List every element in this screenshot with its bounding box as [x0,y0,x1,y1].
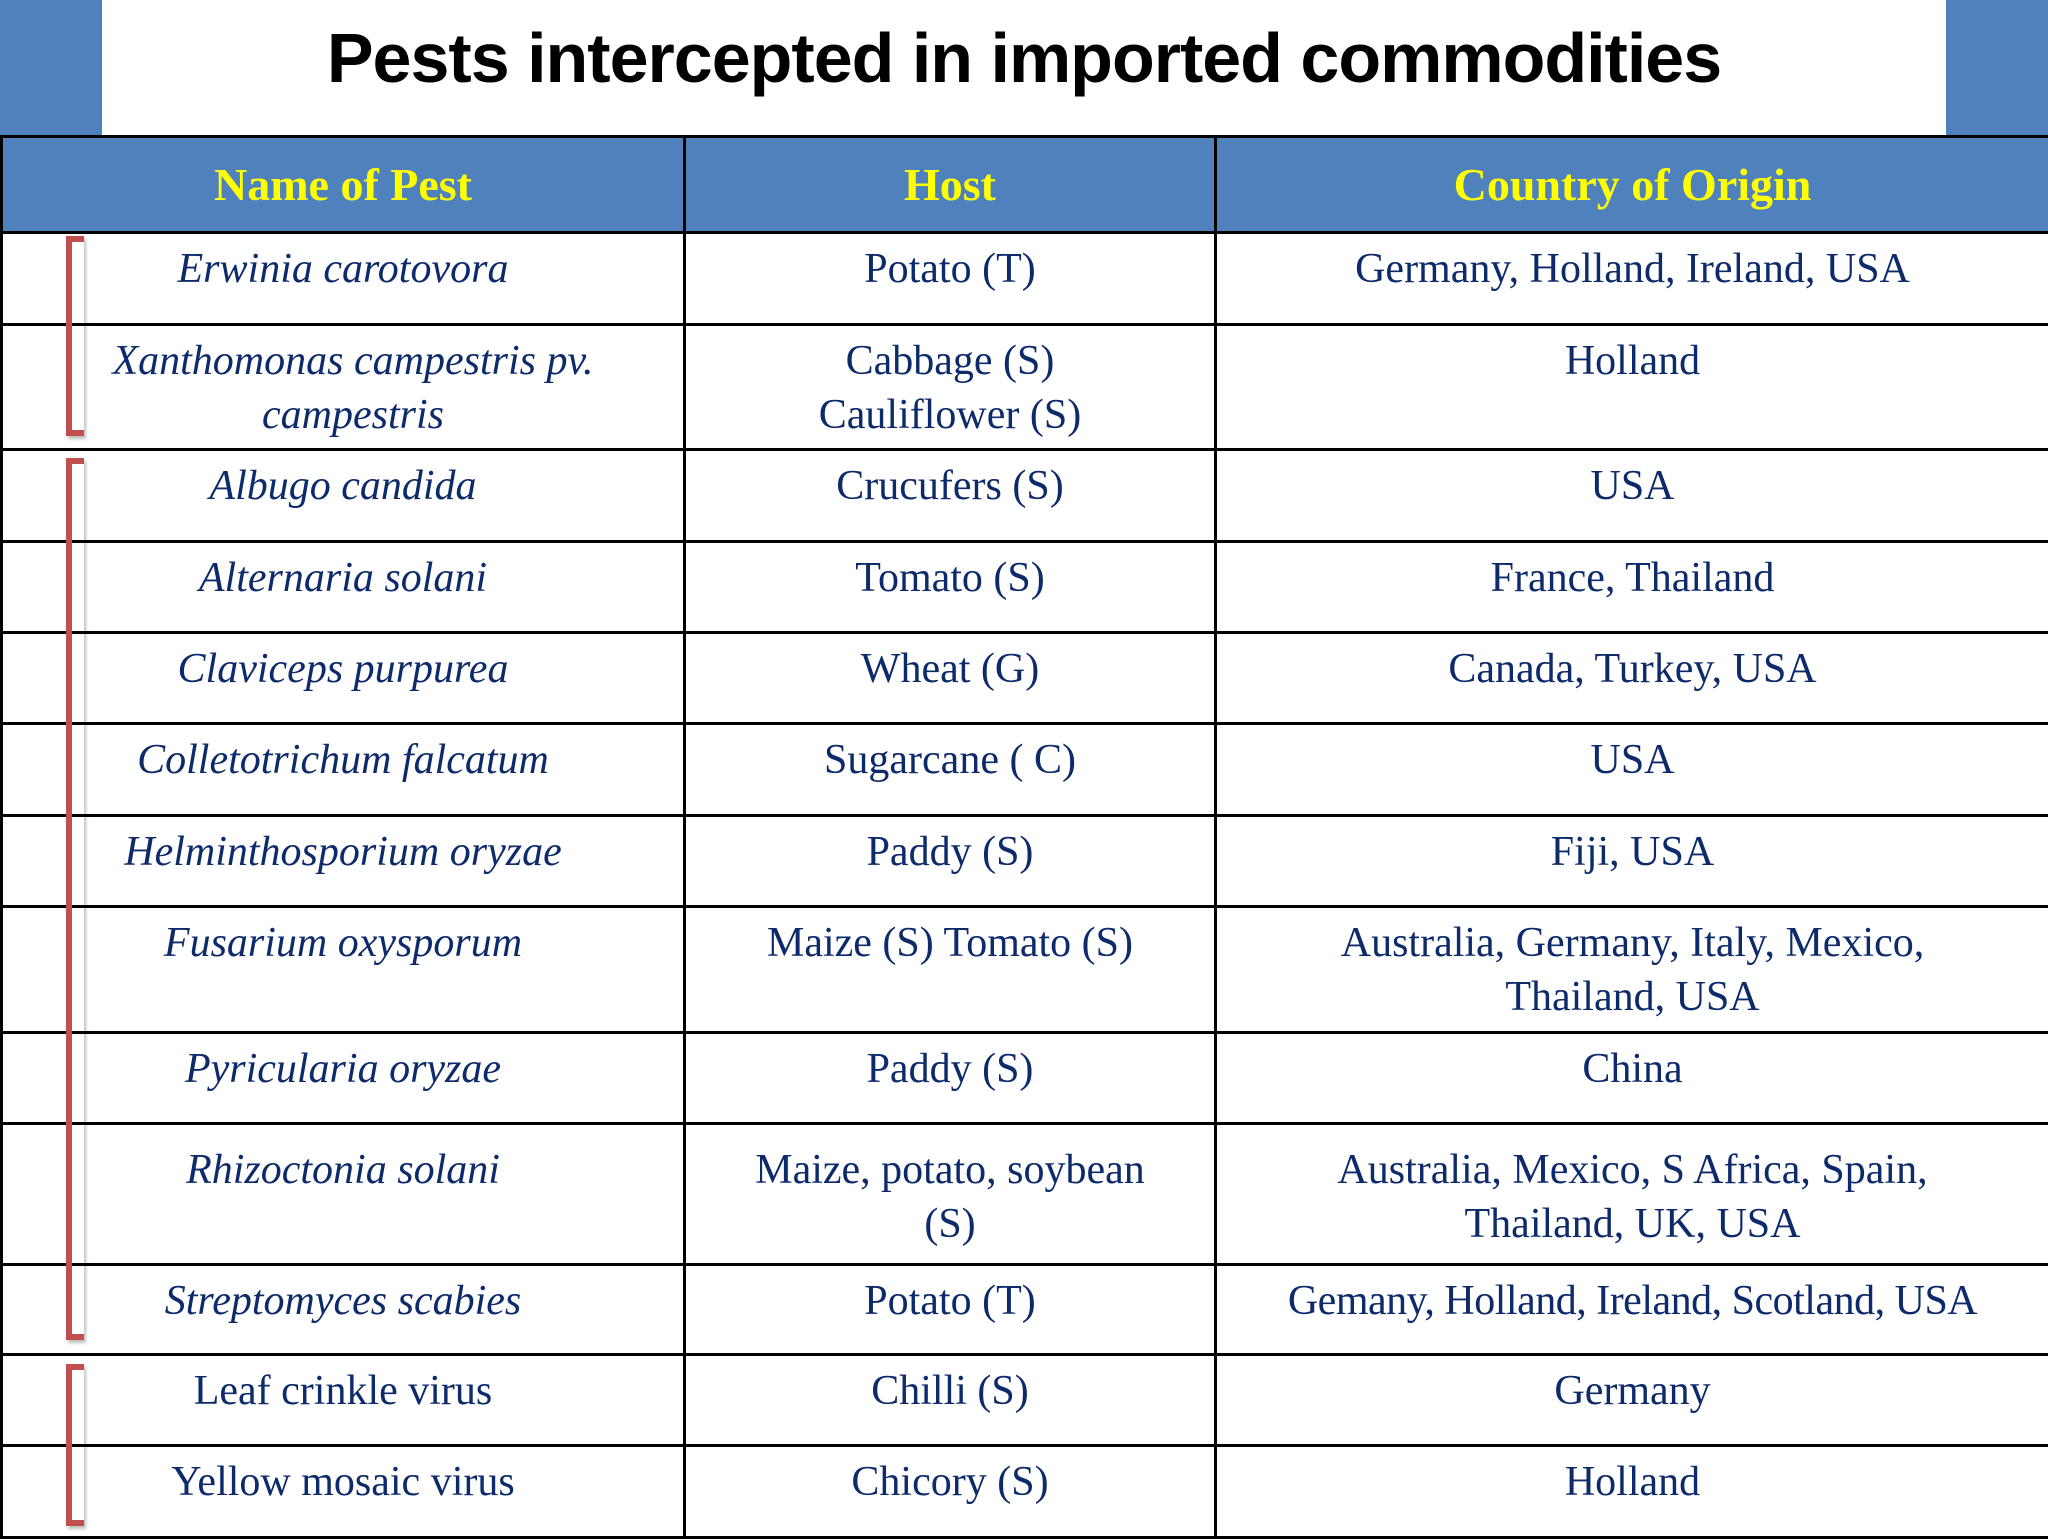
table-row: Streptomyces scabies Potato (T) Gemany, … [2,1265,2048,1355]
host-cell: Paddy (S) [685,1033,1216,1124]
pest-name-cell: Erwinia carotovora [2,233,685,325]
pest-name-cell: Yellow mosaic virus [2,1446,685,1538]
pest-name-cell: Helminthosporium oryzae [2,816,685,907]
pest-name-cell: Fusarium oxysporum [2,907,685,1033]
pest-name-cell: Alternaria solani [2,542,685,633]
pest-name-cell: Claviceps purpurea [2,633,685,724]
left-accent-bar [0,0,102,135]
header-country-of-origin: Country of Origin [1216,137,2048,233]
table-row: Claviceps purpurea Wheat (G) Canada, Tur… [2,633,2048,724]
table-row: Erwinia carotovora Potato (T) Germany, H… [2,233,2048,325]
right-accent-bar [1946,0,2048,135]
pest-name-cell: Xanthomonas campestris pv. campestris [2,325,685,450]
origin-cell: France, Thailand [1216,542,2048,633]
origin-cell: Canada, Turkey, USA [1216,633,2048,724]
pest-name-cell: Rhizoctonia solani [2,1124,685,1265]
table-row: Alternaria solani Tomato (S) France, Tha… [2,542,2048,633]
table-row: Helminthosporium oryzae Paddy (S) Fiji, … [2,816,2048,907]
host-cell: Sugarcane ( C) [685,724,1216,816]
host-cell: Paddy (S) [685,816,1216,907]
pest-name-cell: Streptomyces scabies [2,1265,685,1355]
header-host: Host [685,137,1216,233]
origin-cell: Australia, Mexico, S Africa, Spain, Thai… [1216,1124,2048,1265]
table-row: Xanthomonas campestris pv. campestris Ca… [2,325,2048,450]
origin-cell: China [1216,1033,2048,1124]
pest-name-cell: Colletotrichum falcatum [2,724,685,816]
pests-table: Name of Pest Host Country of Origin Erwi… [0,135,2048,1539]
host-cell: Potato (T) [685,1265,1216,1355]
origin-cell: Holland [1216,1446,2048,1538]
host-cell: Maize (S) Tomato (S) [685,907,1216,1033]
origin-cell: USA [1216,724,2048,816]
origin-cell: Fiji, USA [1216,816,2048,907]
host-cell: Cabbage (S) Cauliflower (S) [685,325,1216,450]
slide-title: Pests intercepted in imported commoditie… [102,0,1946,135]
pest-name-cell: Pyricularia oryzae [2,1033,685,1124]
pest-name-cell: Leaf crinkle virus [2,1355,685,1446]
table-row: Rhizoctonia solani Maize, potato, soybea… [2,1124,2048,1265]
group-bracket-fungi [66,458,84,1340]
host-cell: Tomato (S) [685,542,1216,633]
table-row: Fusarium oxysporum Maize (S) Tomato (S) … [2,907,2048,1033]
origin-cell: Germany [1216,1355,2048,1446]
host-cell: Wheat (G) [685,633,1216,724]
origin-cell: USA [1216,450,2048,542]
table-row: Albugo candida Crucufers (S) USA [2,450,2048,542]
origin-cell: Germany, Holland, Ireland, USA [1216,233,2048,325]
host-cell: Crucufers (S) [685,450,1216,542]
origin-cell: Australia, Germany, Italy, Mexico, Thail… [1216,907,2048,1033]
table-row: Leaf crinkle virus Chilli (S) Germany [2,1355,2048,1446]
group-bracket-viruses [66,1364,84,1526]
group-bracket-bacteria [66,236,84,436]
table-row: Colletotrichum falcatum Sugarcane ( C) U… [2,724,2048,816]
host-cell: Maize, potato, soybean (S) [685,1124,1216,1265]
table-header-row: Name of Pest Host Country of Origin [2,137,2048,233]
origin-cell: Holland [1216,325,2048,450]
host-cell: Chicory (S) [685,1446,1216,1538]
header-pest-name: Name of Pest [2,137,685,233]
table-row: Yellow mosaic virus Chicory (S) Holland [2,1446,2048,1538]
host-cell: Chilli (S) [685,1355,1216,1446]
pest-name-cell: Albugo candida [2,450,685,542]
origin-cell: Gemany, Holland, Ireland, Scotland, USA [1216,1265,2048,1355]
table-row: Pyricularia oryzae Paddy (S) China [2,1033,2048,1124]
host-cell: Potato (T) [685,233,1216,325]
